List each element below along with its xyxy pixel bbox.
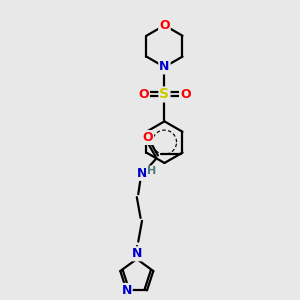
Text: N: N — [159, 61, 170, 74]
Text: S: S — [160, 88, 170, 101]
Text: O: O — [159, 19, 170, 32]
Text: O: O — [142, 131, 153, 144]
Text: N: N — [137, 167, 147, 180]
Text: N: N — [122, 284, 132, 297]
Text: O: O — [180, 88, 190, 101]
Text: N: N — [132, 247, 142, 260]
Text: O: O — [138, 88, 149, 101]
Text: H: H — [147, 166, 156, 176]
